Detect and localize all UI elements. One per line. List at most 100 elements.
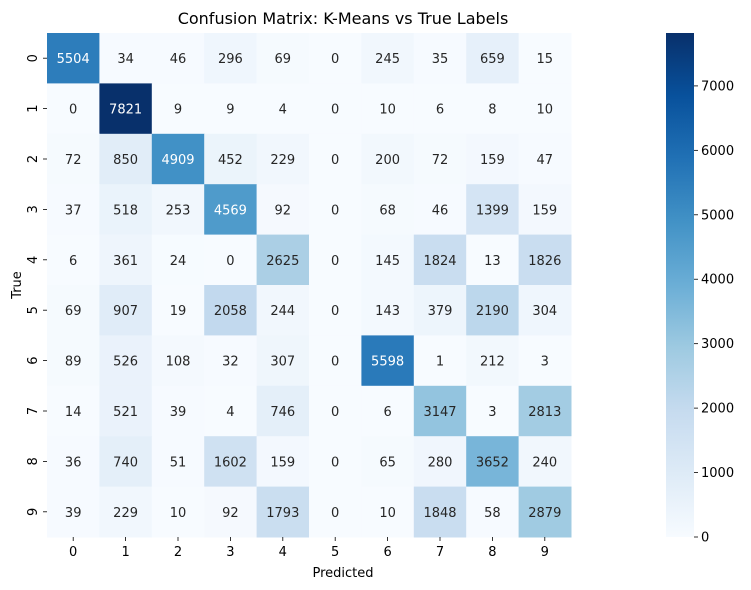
y-tick-label: 3 <box>26 205 41 213</box>
heatmap-cell <box>256 486 310 538</box>
heatmap-cell <box>518 486 572 538</box>
heatmap-cell <box>47 335 100 387</box>
cell-value-label: 521 <box>113 405 138 420</box>
colorbar <box>666 33 694 537</box>
cell-value-label: 19 <box>170 304 187 319</box>
heatmap-cell <box>413 436 467 488</box>
cell-value-label: 296 <box>218 52 243 67</box>
cell-value-label: 452 <box>218 153 243 168</box>
cell-value-label: 740 <box>113 455 138 470</box>
cell-value-label: 6 <box>69 254 77 269</box>
cell-value-label: 58 <box>484 506 501 521</box>
heatmap-cell <box>361 385 415 437</box>
heatmap-cell <box>413 83 467 135</box>
heatmap-cell <box>361 133 415 185</box>
y-tick-label: 2 <box>26 155 41 163</box>
heatmap-cell <box>151 234 205 286</box>
heatmap-cell <box>466 83 520 135</box>
cell-value-label: 1 <box>436 355 444 370</box>
cell-value-label: 0 <box>331 52 339 67</box>
cell-value-label: 6 <box>436 103 444 118</box>
cell-value-label: 0 <box>331 506 339 521</box>
cell-value-label: 0 <box>331 203 339 218</box>
heatmap-cell <box>204 133 258 185</box>
cell-value-label: 659 <box>480 52 505 67</box>
cell-value-label: 68 <box>379 203 396 218</box>
x-tick-label: 2 <box>174 545 182 560</box>
cell-value-label: 229 <box>270 153 295 168</box>
heatmap-cell <box>99 234 153 286</box>
cell-value-label: 92 <box>222 506 239 521</box>
cell-value-label: 280 <box>428 455 453 470</box>
cell-value-label: 10 <box>379 506 396 521</box>
cell-value-label: 159 <box>480 153 505 168</box>
heatmap-cell <box>309 486 362 538</box>
heatmap-cell <box>99 184 153 236</box>
heatmap-cell <box>47 133 100 185</box>
heatmap-cell <box>361 33 415 84</box>
cell-value-label: 2190 <box>476 304 509 319</box>
cell-value-label: 10 <box>537 103 554 118</box>
y-tick-label: 5 <box>26 306 41 314</box>
heatmap-cell <box>518 133 572 185</box>
heatmap-cell <box>309 184 362 236</box>
colorbar-tick-label: 7000 <box>701 79 734 94</box>
cell-value-label: 0 <box>331 153 339 168</box>
cell-value-label: 24 <box>170 254 187 269</box>
heatmap-cell <box>256 436 310 488</box>
heatmap-cell <box>47 385 100 437</box>
cell-value-label: 746 <box>270 405 295 420</box>
cell-value-label: 72 <box>65 153 82 168</box>
cell-value-label: 2813 <box>528 405 561 420</box>
chart-title: Confusion Matrix: K-Means vs True Labels <box>178 9 509 28</box>
x-tick-label: 3 <box>226 545 234 560</box>
heatmap-cell <box>151 33 205 84</box>
heatmap-cell <box>361 436 415 488</box>
cell-value-label: 3652 <box>476 455 509 470</box>
x-tick-label: 5 <box>331 545 339 560</box>
cell-value-label: 1824 <box>423 254 456 269</box>
heatmap-cell <box>151 385 205 437</box>
cell-value-label: 0 <box>331 304 339 319</box>
heatmap-cell <box>413 133 467 185</box>
heatmap-cell <box>413 184 467 236</box>
cell-value-label: 2879 <box>528 506 561 521</box>
cell-value-label: 361 <box>113 254 138 269</box>
cell-value-label: 39 <box>65 506 82 521</box>
heatmap-cell <box>413 335 467 387</box>
heatmap-cell <box>466 133 520 185</box>
cell-value-label: 5504 <box>57 52 90 67</box>
cell-value-label: 4 <box>279 103 287 118</box>
x-tick-label: 9 <box>541 545 549 560</box>
x-axis-label: Predicted <box>312 566 373 581</box>
x-tick-label: 7 <box>436 545 444 560</box>
heatmap-cell <box>47 436 100 488</box>
cell-value-label: 72 <box>432 153 449 168</box>
heatmap-cell <box>256 133 310 185</box>
heatmap-cell <box>361 184 415 236</box>
heatmap-cell <box>413 285 467 336</box>
heatmap-cell <box>466 285 520 336</box>
colorbar-tick-label: 3000 <box>701 337 734 352</box>
cell-value-label: 89 <box>65 355 82 370</box>
heatmap-cell <box>151 436 205 488</box>
heatmap-cell <box>309 83 362 135</box>
heatmap-cell <box>256 184 310 236</box>
colorbar-tick-label: 6000 <box>701 144 734 159</box>
cell-value-label: 143 <box>375 304 400 319</box>
cell-value-label: 379 <box>428 304 453 319</box>
cell-value-label: 1602 <box>214 455 247 470</box>
cell-value-label: 3147 <box>423 405 456 420</box>
cell-value-label: 108 <box>166 355 191 370</box>
heatmap-cell <box>47 285 100 336</box>
cell-value-label: 15 <box>537 52 554 67</box>
cell-value-label: 159 <box>270 455 295 470</box>
cell-value-label: 304 <box>532 304 557 319</box>
cell-value-label: 0 <box>226 254 234 269</box>
cell-value-label: 1399 <box>476 203 509 218</box>
cell-value-label: 850 <box>113 153 138 168</box>
heatmap-cell <box>361 335 415 387</box>
y-tick-label: 0 <box>26 54 41 62</box>
